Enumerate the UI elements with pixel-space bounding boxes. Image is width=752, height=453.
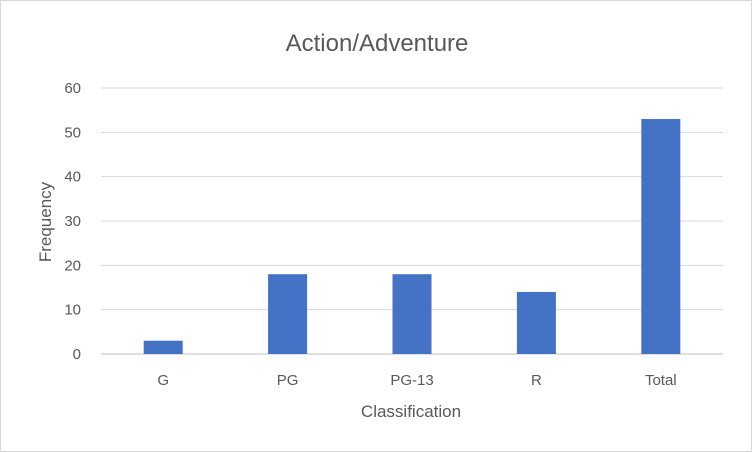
bar-pg-13 [392,274,432,354]
x-tick-labels: G PG PG-13 R Total [157,372,676,389]
y-tick-label: 20 [64,257,81,274]
x-tick-label: G [157,372,169,389]
x-tick-label: PG-13 [390,372,433,389]
bar-g [143,340,183,354]
y-tick-label: 30 [64,213,81,230]
chart-title: Action/Adventure [286,30,469,57]
x-tick-label: Total [645,372,677,389]
gridlines [101,87,723,355]
y-axis-label: Frequency [36,181,55,262]
bar-r [516,291,556,354]
y-tick-label: 40 [64,169,81,186]
x-tick-label: PG [277,372,299,389]
x-axis-label: Classification [361,402,461,421]
y-tick-label: 60 [64,80,81,97]
bars [143,119,681,355]
y-tick-label: 50 [64,124,81,141]
x-tick-label: R [531,372,542,389]
bar-pg [268,274,308,354]
y-tick-label: 0 [73,346,81,363]
y-tick-label: 10 [64,302,81,319]
y-tick-labels: 0 10 20 30 40 50 60 [64,80,81,363]
bar-total [641,119,681,355]
